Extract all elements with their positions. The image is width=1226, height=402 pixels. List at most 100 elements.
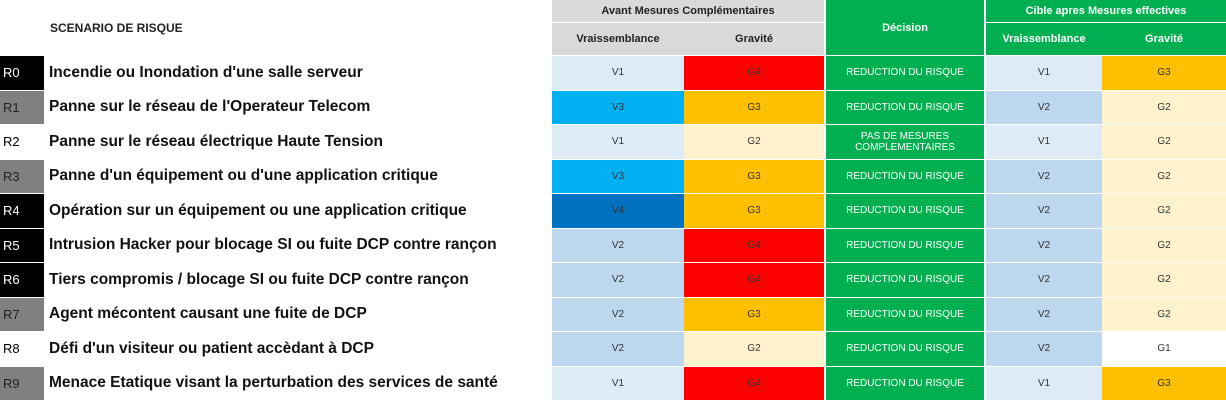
spacer (547, 160, 552, 194)
avant-vraisemblance: V1 (552, 56, 684, 91)
spacer (547, 91, 552, 125)
scenario: Menace Etatique visant la perturbation d… (44, 367, 547, 401)
subheader-row: Vraissemblance Gravité Vraissemblance Gr… (0, 23, 1226, 56)
decision: PAS DE MESURES COMPLEMENTAIRES (824, 125, 984, 160)
header-row: SCENARIO DE RISQUE Avant Mesures Complém… (0, 0, 1226, 56)
risk-row: R6 Tiers compromis / blocage SI ou fuite … (0, 263, 1226, 298)
cible-vraisemblance: V2 (984, 194, 1102, 229)
risk-id: R5 (0, 228, 44, 263)
risk-row: R4 Opération sur un équipement ou une app… (0, 194, 1226, 229)
avant-gravite: G3 (684, 159, 824, 194)
spacer (547, 367, 552, 401)
risk-row: R2 Panne sur le réseau électrique Haute T… (0, 125, 1226, 160)
scenario: Panne sur le réseau de l'Operateur Telec… (44, 91, 547, 125)
avant-gravite: G4 (684, 228, 824, 263)
risk-id: R0 (0, 56, 44, 91)
cible-vraisemblance: V2 (984, 90, 1102, 125)
spacer (547, 263, 552, 298)
cible-gravite: G2 (1102, 125, 1226, 160)
cible-gravite: G2 (1102, 159, 1226, 194)
avant-vraisemblance: V2 (552, 297, 684, 332)
cible-gravite: G3 (1102, 366, 1226, 401)
subheader: Gravité (1102, 23, 1226, 56)
risk-row: R8 Défi d'un visiteur ou patient accèdant… (0, 332, 1226, 367)
scenario: Tiers compromis / blocage SI ou fuite DC… (44, 263, 547, 298)
cible-header: Cible apres Mesures effectives (984, 0, 1226, 23)
risk-id: R6 (0, 263, 44, 298)
decision: REDUCTION DU RISQUE (824, 228, 984, 263)
avant-gravite: G2 (684, 125, 824, 160)
avant-vraisemblance: V1 (552, 366, 684, 401)
scenario: Opération sur un équipement ou une appli… (44, 194, 547, 229)
cible-vraisemblance: V2 (984, 263, 1102, 298)
avant-gravite: G3 (684, 297, 824, 332)
scenario: Incendie ou Inondation d'une salle serve… (44, 56, 547, 91)
avant-vraisemblance: V2 (552, 228, 684, 263)
risk-row: R5 Intrusion Hacker pour blocage SI ou fu… (0, 228, 1226, 263)
avant-vraisemblance: V4 (552, 194, 684, 229)
avant-gravite: G3 (684, 90, 824, 125)
avant-header: Avant Mesures Complémentaires (552, 0, 824, 23)
cible-gravite: G3 (1102, 56, 1226, 91)
avant-vraisemblance: V2 (552, 332, 684, 367)
risk-id: R3 (0, 159, 44, 194)
subheader: Gravité (684, 23, 824, 56)
cible-vraisemblance: V1 (984, 56, 1102, 91)
decision: REDUCTION DU RISQUE (824, 366, 984, 401)
subheader: Vraissemblance (552, 23, 684, 56)
decision: REDUCTION DU RISQUE (824, 332, 984, 367)
scenario: Intrusion Hacker pour blocage SI ou fuit… (44, 229, 547, 263)
risk-row: R1 Panne sur le réseau de l'Operateur Tel… (0, 90, 1226, 125)
risk-id: R4 (0, 194, 44, 229)
cible-gravite: G2 (1102, 228, 1226, 263)
avant-gravite: G4 (684, 263, 824, 298)
scenario: Panne sur le réseau électrique Haute Ten… (44, 125, 547, 160)
avant-gravite: G4 (684, 366, 824, 401)
decision: REDUCTION DU RISQUE (824, 194, 984, 229)
risk-id: R8 (0, 332, 44, 367)
cible-vraisemblance: V2 (984, 159, 1102, 194)
risk-id: R9 (0, 366, 44, 401)
decision-header: Décision (824, 0, 984, 56)
blank (0, 0, 44, 56)
cible-gravite: G2 (1102, 194, 1226, 229)
spacer (547, 125, 552, 160)
avant-vraisemblance: V3 (552, 159, 684, 194)
risk-id: R2 (0, 125, 44, 160)
cible-gravite: G1 (1102, 332, 1226, 367)
title: SCENARIO DE RISQUE (44, 0, 547, 56)
spacer (547, 229, 552, 263)
decision: REDUCTION DU RISQUE (824, 56, 984, 91)
subheader: Vraissemblance (984, 23, 1102, 56)
avant-gravite: G3 (684, 194, 824, 229)
cible-gravite: G2 (1102, 263, 1226, 298)
risk-row: R0 Incendie ou Inondation d'une salle ser… (0, 56, 1226, 91)
cible-gravite: G2 (1102, 90, 1226, 125)
spacer (547, 0, 552, 56)
avant-vraisemblance: V3 (552, 90, 684, 125)
spacer (547, 332, 552, 367)
avant-vraisemblance: V2 (552, 263, 684, 298)
avant-vraisemblance: V1 (552, 125, 684, 160)
risk-id: R7 (0, 297, 44, 332)
risk-row: R7 Agent mécontent causant une fuite de D… (0, 297, 1226, 332)
cible-vraisemblance: V1 (984, 366, 1102, 401)
spacer (547, 194, 552, 229)
decision: REDUCTION DU RISQUE (824, 263, 984, 298)
scenario: Panne d'un équipement ou d'une applicati… (44, 160, 547, 194)
risk-row: R9 Menace Etatique visant la perturbation… (0, 366, 1226, 401)
scenario: Agent mécontent causant une fuite de DCP (44, 298, 547, 332)
decision: REDUCTION DU RISQUE (824, 90, 984, 125)
cible-vraisemblance: V2 (984, 332, 1102, 367)
cible-vraisemblance: V1 (984, 125, 1102, 160)
scenario: Défi d'un visiteur ou patient accèdant à… (44, 332, 547, 367)
spacer (547, 298, 552, 332)
risk-row: R3 Panne d'un équipement ou d'une applica… (0, 159, 1226, 194)
cible-gravite: G2 (1102, 297, 1226, 332)
avant-gravite: G2 (684, 332, 824, 367)
avant-gravite: G4 (684, 56, 824, 91)
cible-vraisemblance: V2 (984, 297, 1102, 332)
